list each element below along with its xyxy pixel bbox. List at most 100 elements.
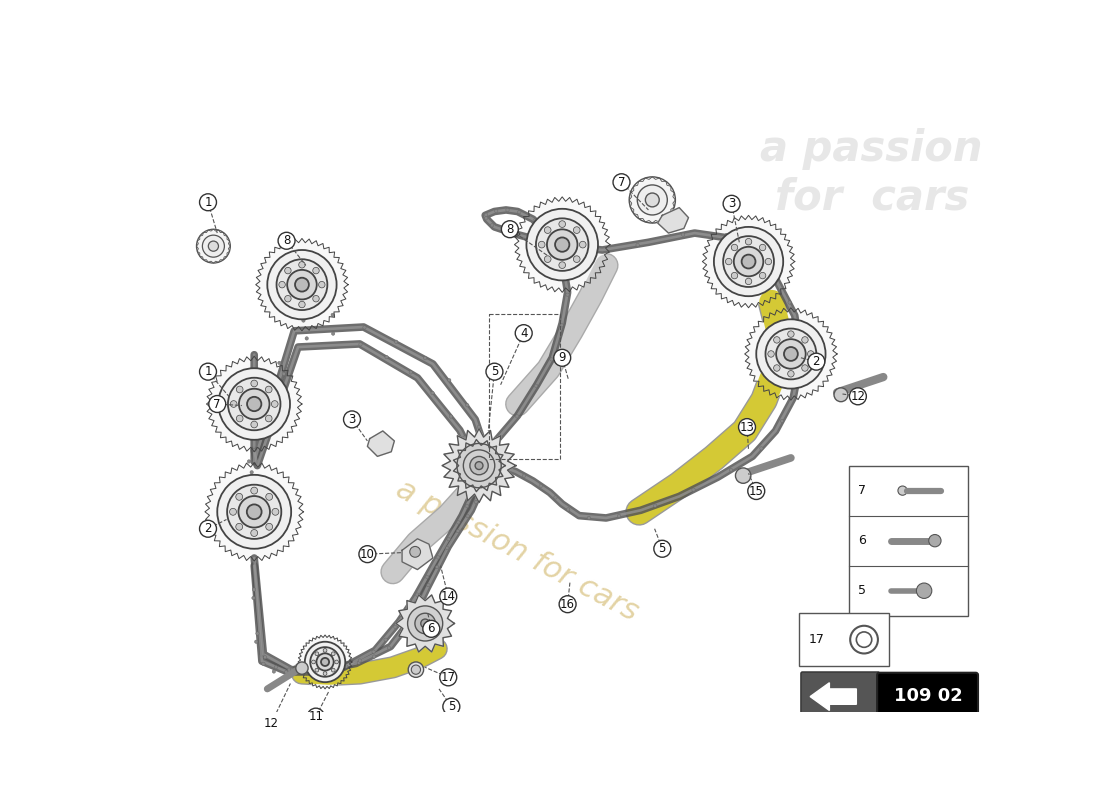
Circle shape <box>305 642 345 682</box>
Text: 5: 5 <box>448 700 455 713</box>
Circle shape <box>788 370 794 377</box>
Circle shape <box>279 282 285 288</box>
Circle shape <box>276 259 328 310</box>
Circle shape <box>230 508 236 515</box>
Circle shape <box>795 384 799 387</box>
Text: 17: 17 <box>808 633 825 646</box>
Circle shape <box>330 667 333 670</box>
Circle shape <box>239 389 270 419</box>
Circle shape <box>317 668 320 672</box>
Circle shape <box>493 441 496 445</box>
Text: 5: 5 <box>659 542 666 555</box>
Circle shape <box>646 193 659 207</box>
Circle shape <box>759 244 766 250</box>
Circle shape <box>301 319 305 322</box>
Circle shape <box>431 391 434 394</box>
Circle shape <box>449 415 452 418</box>
Text: 9: 9 <box>559 351 566 364</box>
Text: a passion for cars: a passion for cars <box>392 474 644 626</box>
Circle shape <box>249 494 252 497</box>
Circle shape <box>773 337 780 343</box>
Circle shape <box>726 258 732 265</box>
Circle shape <box>560 324 563 327</box>
Circle shape <box>253 353 256 357</box>
Circle shape <box>556 238 570 252</box>
Circle shape <box>928 534 940 547</box>
Circle shape <box>746 238 751 245</box>
Circle shape <box>447 538 450 541</box>
Text: a passion
for  cars: a passion for cars <box>760 128 983 218</box>
Circle shape <box>287 668 290 671</box>
Circle shape <box>440 669 456 686</box>
Circle shape <box>307 708 324 725</box>
Circle shape <box>285 295 292 302</box>
Circle shape <box>541 240 544 243</box>
Circle shape <box>559 262 565 269</box>
Circle shape <box>358 661 361 664</box>
Circle shape <box>272 508 278 515</box>
Circle shape <box>477 470 481 474</box>
Text: 5: 5 <box>858 584 866 598</box>
Circle shape <box>312 267 319 274</box>
Circle shape <box>834 388 848 402</box>
Circle shape <box>807 350 814 357</box>
Circle shape <box>472 490 476 493</box>
Circle shape <box>802 337 808 343</box>
Circle shape <box>219 368 290 440</box>
Circle shape <box>251 530 257 537</box>
Text: 12: 12 <box>850 390 866 403</box>
Circle shape <box>409 546 420 558</box>
Text: 11: 11 <box>308 710 323 723</box>
Text: 2: 2 <box>205 522 212 535</box>
Circle shape <box>387 646 390 650</box>
Text: 10: 10 <box>360 548 375 561</box>
Circle shape <box>199 363 217 380</box>
Circle shape <box>235 523 243 530</box>
Circle shape <box>402 614 405 618</box>
Circle shape <box>761 259 764 262</box>
Circle shape <box>681 233 684 236</box>
Circle shape <box>209 395 226 413</box>
Text: 3: 3 <box>349 413 355 426</box>
Text: 5: 5 <box>491 365 498 378</box>
Circle shape <box>613 174 630 190</box>
Circle shape <box>274 666 277 669</box>
Circle shape <box>236 386 243 393</box>
Circle shape <box>409 370 412 374</box>
Circle shape <box>266 523 273 530</box>
Circle shape <box>297 670 300 674</box>
Circle shape <box>538 242 544 248</box>
Circle shape <box>262 662 265 666</box>
Circle shape <box>486 461 490 464</box>
Circle shape <box>415 614 436 634</box>
Circle shape <box>692 488 695 491</box>
Circle shape <box>228 378 280 430</box>
Circle shape <box>807 353 825 370</box>
Circle shape <box>784 347 798 361</box>
Circle shape <box>456 530 460 533</box>
FancyBboxPatch shape <box>849 466 968 616</box>
Circle shape <box>788 301 791 304</box>
Circle shape <box>636 243 639 246</box>
Circle shape <box>544 226 551 234</box>
Circle shape <box>491 224 494 227</box>
Circle shape <box>475 463 478 466</box>
Text: 1: 1 <box>205 196 212 209</box>
Circle shape <box>565 293 569 297</box>
Text: 2: 2 <box>813 355 821 368</box>
Circle shape <box>802 365 808 371</box>
Circle shape <box>343 665 346 668</box>
Circle shape <box>272 670 276 674</box>
Circle shape <box>321 658 329 666</box>
Circle shape <box>426 575 429 578</box>
Circle shape <box>312 295 319 302</box>
Circle shape <box>323 649 327 652</box>
Circle shape <box>553 350 571 366</box>
Circle shape <box>561 261 564 265</box>
Circle shape <box>566 508 570 511</box>
Circle shape <box>916 583 932 598</box>
Circle shape <box>483 441 486 444</box>
Circle shape <box>477 426 481 429</box>
Circle shape <box>310 647 340 677</box>
Circle shape <box>522 474 526 478</box>
